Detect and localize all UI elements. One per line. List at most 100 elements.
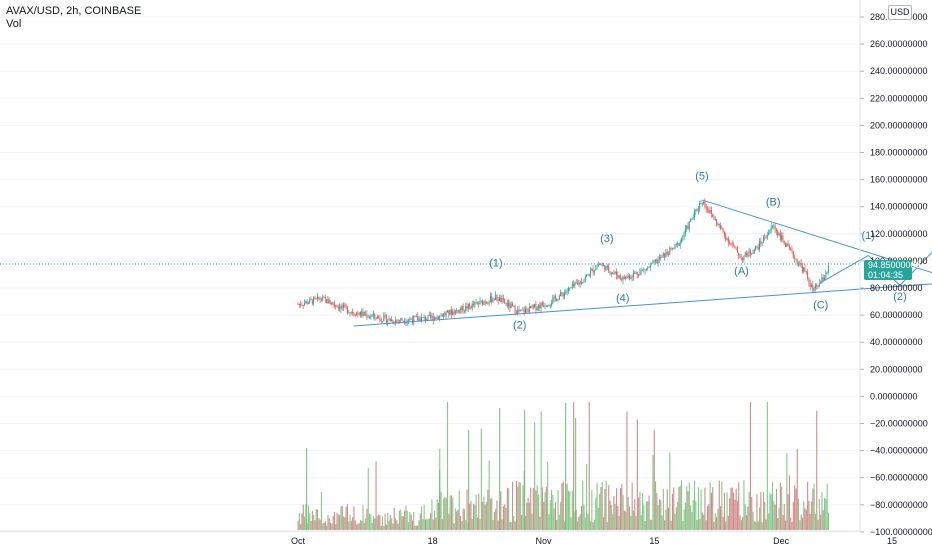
- candle-body: [619, 275, 621, 279]
- candle-body: [344, 304, 346, 306]
- candle-body: [682, 236, 684, 238]
- volume-bar: [518, 482, 520, 530]
- candle-body: [673, 248, 675, 250]
- candle-body: [643, 269, 645, 271]
- candle-body: [824, 277, 825, 280]
- candle-body: [457, 310, 459, 313]
- candle-body: [679, 241, 681, 246]
- volume-bar: [556, 520, 558, 530]
- candle-body: [700, 202, 702, 204]
- candle-body: [480, 300, 482, 302]
- candle-body: [608, 265, 610, 271]
- volume-bar: [818, 499, 820, 530]
- wave-label: (B): [766, 196, 781, 208]
- candle-body: [578, 282, 580, 285]
- candle-body: [660, 257, 662, 259]
- candle-body: [478, 303, 480, 305]
- volume-bar: [596, 482, 598, 530]
- volume-bar: [762, 491, 764, 530]
- candle-body: [621, 278, 623, 281]
- candle-body: [742, 257, 744, 260]
- volume-bar: [682, 521, 684, 530]
- candle-body: [471, 303, 473, 309]
- candle-body: [469, 304, 471, 306]
- volume-bar: [500, 491, 502, 530]
- candle-body: [549, 304, 551, 306]
- volume-bar: [448, 513, 450, 530]
- volume-bar: [298, 513, 300, 530]
- candle-body: [787, 243, 789, 246]
- candle-body: [421, 317, 422, 322]
- candle-body: [738, 252, 740, 256]
- candle-body: [405, 322, 407, 324]
- volume-bar: [336, 512, 338, 530]
- volume-bar: [631, 482, 633, 530]
- candle-body: [721, 228, 723, 230]
- candle-body: [515, 312, 517, 314]
- volume-bar: [526, 502, 528, 530]
- currency-button[interactable]: USD: [888, 5, 912, 20]
- candle-body: [463, 310, 465, 312]
- candle-body: [419, 318, 421, 322]
- volume-bar: [482, 501, 484, 530]
- candle-body: [473, 303, 474, 306]
- volume-bar: [387, 512, 389, 530]
- time-tick-label: Dec: [773, 536, 790, 546]
- candle-body: [535, 304, 537, 311]
- candle-body: [492, 299, 494, 302]
- candle-body: [583, 279, 585, 283]
- volume-bar: [405, 505, 407, 530]
- candle-body: [677, 243, 679, 245]
- candle-body: [586, 274, 588, 277]
- candle-body: [752, 253, 754, 255]
- candle-body: [430, 314, 432, 318]
- volume-bar: [608, 485, 610, 530]
- candle-body: [395, 320, 396, 324]
- volume-bar: [315, 509, 317, 530]
- volume-bar: [822, 510, 824, 530]
- volume-bar: [297, 520, 299, 530]
- volume-bar: [478, 493, 480, 530]
- volume-bar: [566, 483, 568, 530]
- candle-body: [665, 251, 667, 258]
- volume-bar: [361, 520, 363, 530]
- volume-bar: [813, 483, 815, 530]
- volume-bar: [469, 503, 471, 530]
- candle-body: [509, 302, 511, 309]
- volume-bar: [623, 510, 625, 530]
- volume-bar: [666, 489, 668, 530]
- volume-bar: [774, 504, 776, 530]
- volume-bar: [820, 514, 822, 530]
- volume-indicator-label[interactable]: Vol: [6, 18, 22, 30]
- candle-body: [814, 284, 816, 289]
- candle-body: [505, 303, 507, 304]
- candle-body: [337, 306, 339, 308]
- volume-bar: [337, 514, 339, 530]
- volume-bar: [398, 510, 400, 530]
- volume-bar: [320, 492, 322, 530]
- candle-body: [781, 235, 783, 240]
- volume-bar: [475, 494, 477, 530]
- candle-body: [499, 297, 500, 301]
- volume-bar: [665, 509, 667, 530]
- volume-bar: [703, 514, 705, 530]
- candle-body: [512, 304, 513, 307]
- candle-body: [541, 303, 543, 306]
- volume-bar: [681, 480, 683, 530]
- volume-bar: [441, 519, 443, 530]
- candle-body: [786, 243, 788, 247]
- candle-body: [736, 247, 738, 253]
- volume-bar: [821, 492, 823, 530]
- candle-body: [678, 243, 680, 246]
- candle-body: [727, 238, 729, 243]
- candle-body: [584, 276, 586, 280]
- candle-body: [768, 232, 770, 236]
- volume-bar: [604, 488, 606, 530]
- volume-bar: [313, 515, 315, 530]
- candle-body: [462, 305, 464, 312]
- candle-body: [560, 292, 562, 297]
- volume-bar: [554, 502, 556, 530]
- candle-body: [443, 313, 445, 317]
- volume-bar: [553, 508, 555, 530]
